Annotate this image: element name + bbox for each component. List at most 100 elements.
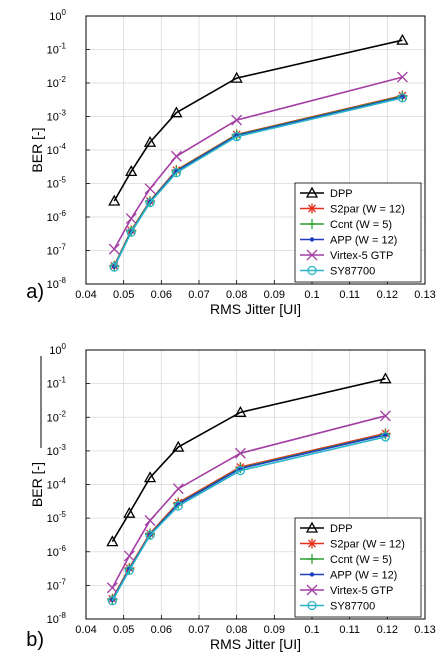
legend-marker bbox=[306, 249, 318, 261]
legend: DPP S2par (W = 12) Ccnt (W = 5) APP (W = 12… bbox=[294, 517, 422, 618]
x-tick-label: 0.06 bbox=[151, 624, 172, 636]
x-tick-label: 0.12 bbox=[377, 289, 398, 301]
data-point bbox=[231, 114, 243, 126]
data-point bbox=[123, 506, 136, 518]
series-5 bbox=[107, 432, 391, 606]
data-point bbox=[232, 132, 242, 142]
data-point bbox=[171, 168, 182, 178]
x-tick-label: 0.05 bbox=[113, 289, 134, 301]
legend-label: DPP bbox=[330, 188, 353, 200]
legend-marker bbox=[307, 538, 317, 549]
legend: DPP S2par (W = 12) Ccnt (W = 5) APP (W = 12… bbox=[294, 182, 422, 283]
x-tick-label: 0.08 bbox=[226, 289, 247, 301]
legend-label: Virtex-5 GTP bbox=[330, 585, 393, 597]
y-tick-label: 10-5 bbox=[47, 176, 67, 191]
data-point bbox=[124, 565, 134, 575]
data-point bbox=[397, 93, 408, 103]
y-tick-label: 10-3 bbox=[47, 443, 67, 458]
data-point bbox=[380, 432, 391, 442]
series-line bbox=[113, 39, 403, 202]
legend-marker bbox=[307, 600, 317, 611]
legend-label: SY87700 bbox=[330, 601, 375, 613]
series-4 bbox=[106, 410, 391, 594]
x-tick-label: 0.1 bbox=[304, 289, 319, 301]
data-point bbox=[379, 372, 392, 384]
legend-marker bbox=[307, 203, 317, 214]
y-tick-label: 10-8 bbox=[47, 276, 67, 291]
data-point bbox=[125, 213, 137, 224]
data-point bbox=[172, 483, 184, 495]
series-0 bbox=[106, 372, 392, 547]
y-tick-label: 10-4 bbox=[47, 477, 67, 492]
data-point bbox=[107, 596, 118, 606]
data-point bbox=[123, 550, 135, 562]
x-tick-label: 0.06 bbox=[151, 289, 172, 301]
x-tick-label: 0.07 bbox=[188, 289, 209, 301]
data-point bbox=[144, 183, 156, 195]
data-point bbox=[170, 150, 182, 162]
y-tick-label: 10-1 bbox=[47, 376, 67, 391]
y-tick-label: 10-7 bbox=[47, 577, 67, 592]
series-4 bbox=[108, 71, 408, 255]
legend-marker bbox=[307, 554, 317, 564]
legend-marker bbox=[305, 186, 319, 198]
y-tick-label: 10-2 bbox=[47, 409, 67, 424]
legend-label: APP (W = 12) bbox=[330, 570, 397, 582]
x-tick-label: 0.09 bbox=[264, 624, 285, 636]
x-tick-label: 0.04 bbox=[75, 624, 96, 636]
x-tick-label: 0.12 bbox=[377, 624, 398, 636]
y-tick-label: 10-3 bbox=[47, 109, 67, 124]
data-point bbox=[126, 227, 136, 237]
x-tick-label: 0.13 bbox=[414, 624, 435, 636]
legend-marker bbox=[309, 237, 315, 242]
data-point bbox=[172, 440, 185, 452]
legend-marker bbox=[305, 521, 319, 533]
y-axis-label: BER [-] bbox=[29, 127, 45, 172]
legend-marker bbox=[306, 584, 318, 596]
x-tick-label: 0.08 bbox=[226, 624, 247, 636]
y-tick-label: 10-6 bbox=[47, 544, 67, 559]
x-axis-label: RMS Jitter [UI] bbox=[210, 301, 301, 317]
series-line bbox=[111, 415, 386, 589]
legend-label: Virtex-5 GTP bbox=[330, 250, 393, 262]
data-point bbox=[109, 262, 119, 272]
data-point bbox=[143, 135, 157, 147]
legend-label: S2par (W = 12) bbox=[330, 539, 405, 551]
legend-label: APP (W = 12) bbox=[330, 235, 397, 247]
legend-box bbox=[294, 182, 422, 283]
y-tick-label: 10-7 bbox=[47, 243, 67, 258]
series-0 bbox=[108, 33, 409, 206]
x-axis-label: RMS Jitter [UI] bbox=[210, 636, 301, 652]
legend-marker bbox=[307, 265, 317, 276]
data-point bbox=[234, 447, 246, 459]
data-point bbox=[230, 71, 243, 83]
data-point bbox=[170, 106, 183, 118]
chart-panel-1: 0.04 0.05 0.06 0.07 0.08 0.09 0.1 0.11 0.12 0.13 1… bbox=[26, 8, 436, 317]
legend-label: S2par (W = 12) bbox=[330, 204, 405, 216]
panel-label: a) bbox=[26, 281, 44, 303]
y-tick-label: 10-6 bbox=[47, 209, 67, 224]
legend-marker bbox=[307, 219, 317, 229]
series-line bbox=[113, 97, 403, 268]
legend-label: SY87700 bbox=[330, 266, 375, 278]
data-point bbox=[383, 432, 388, 438]
series-line bbox=[113, 76, 403, 250]
chart-panel-2: 0.04 0.05 0.06 0.07 0.08 0.09 0.1 0.11 0.12 0.13 1… bbox=[26, 342, 436, 652]
data-point bbox=[145, 197, 155, 208]
y-tick-label: 10-4 bbox=[47, 142, 67, 157]
data-point bbox=[396, 71, 408, 83]
x-tick-label: 0.1 bbox=[304, 624, 319, 636]
y-tick-label: 100 bbox=[49, 8, 66, 23]
legend-label: Ccnt (W = 5) bbox=[330, 554, 392, 566]
data-point bbox=[106, 582, 118, 594]
series-line bbox=[111, 436, 386, 602]
x-tick-label: 0.13 bbox=[414, 289, 435, 301]
x-tick-label: 0.04 bbox=[75, 289, 96, 301]
data-point bbox=[106, 535, 119, 547]
data-point bbox=[125, 165, 138, 177]
y-tick-label: 10-5 bbox=[47, 510, 67, 525]
data-point bbox=[108, 243, 120, 255]
legend-label: Ccnt (W = 5) bbox=[330, 219, 392, 231]
panel-label: b) bbox=[26, 629, 44, 651]
